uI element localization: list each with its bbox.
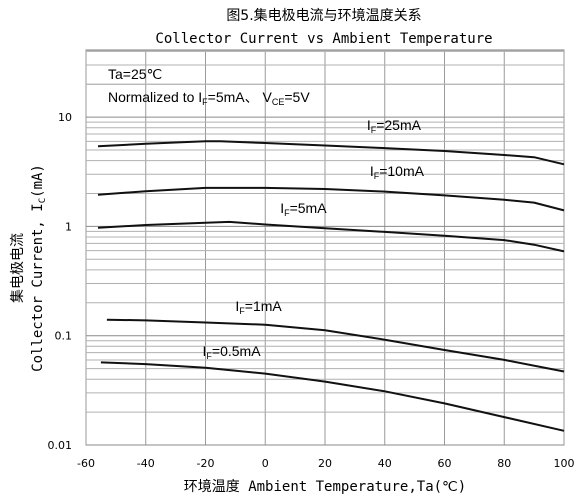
x-tick-label: -40 [137,457,155,470]
x-tick-label: 40 [378,457,392,470]
series-label: IF=1mA [235,298,282,316]
y-axis-label-en: Collector Current, IC(mA) [30,164,48,372]
series-label: IF=10mA [370,163,425,181]
x-tick-label: 20 [318,457,332,470]
series-line [97,140,565,166]
y-tick-label: 0.01 [48,439,73,452]
y-tick-label: 0.1 [55,330,73,343]
series-group [97,140,565,432]
series-label: IF=0.5mA [203,343,262,361]
grid [85,50,565,446]
series-line [106,318,565,373]
x-tick-label: 60 [438,457,452,470]
x-tick-label: -60 [77,457,95,470]
series-line [97,220,565,253]
series-labels: IF=25mA IF=10mA IF=5mA IF=1mA IF=0.5mA [203,117,425,361]
chart-subtitle: Collector Current vs Ambient Temperature [155,31,492,47]
x-tick-label: 100 [554,457,575,470]
y-tick-label: 10 [58,111,72,124]
series-line [100,361,565,432]
series-line [97,186,565,212]
series-label: IF=25mA [367,117,422,135]
x-tick-labels: -60 -40 -20 0 20 40 60 80 100 [77,457,574,470]
y-tick-labels: 0.01 0.1 1 10 [48,111,73,452]
chart-title: 图5.集电极电流与环境温度关系 [226,7,421,24]
y-axis-label: 集电极电流 [9,233,26,303]
x-axis-label: 环境温度 Ambient Temperature,Ta(℃) [184,479,466,495]
annotation-normalized: Normalized to IF=5mA、 VCE=5V [108,89,310,107]
annotation-temperature: Ta=25℃ [108,66,162,82]
x-tick-label: 80 [497,457,511,470]
x-tick-label: 0 [262,457,269,470]
y-tick-label: 1 [65,220,72,233]
series-label: IF=5mA [280,200,327,218]
x-tick-label: -20 [197,457,215,470]
